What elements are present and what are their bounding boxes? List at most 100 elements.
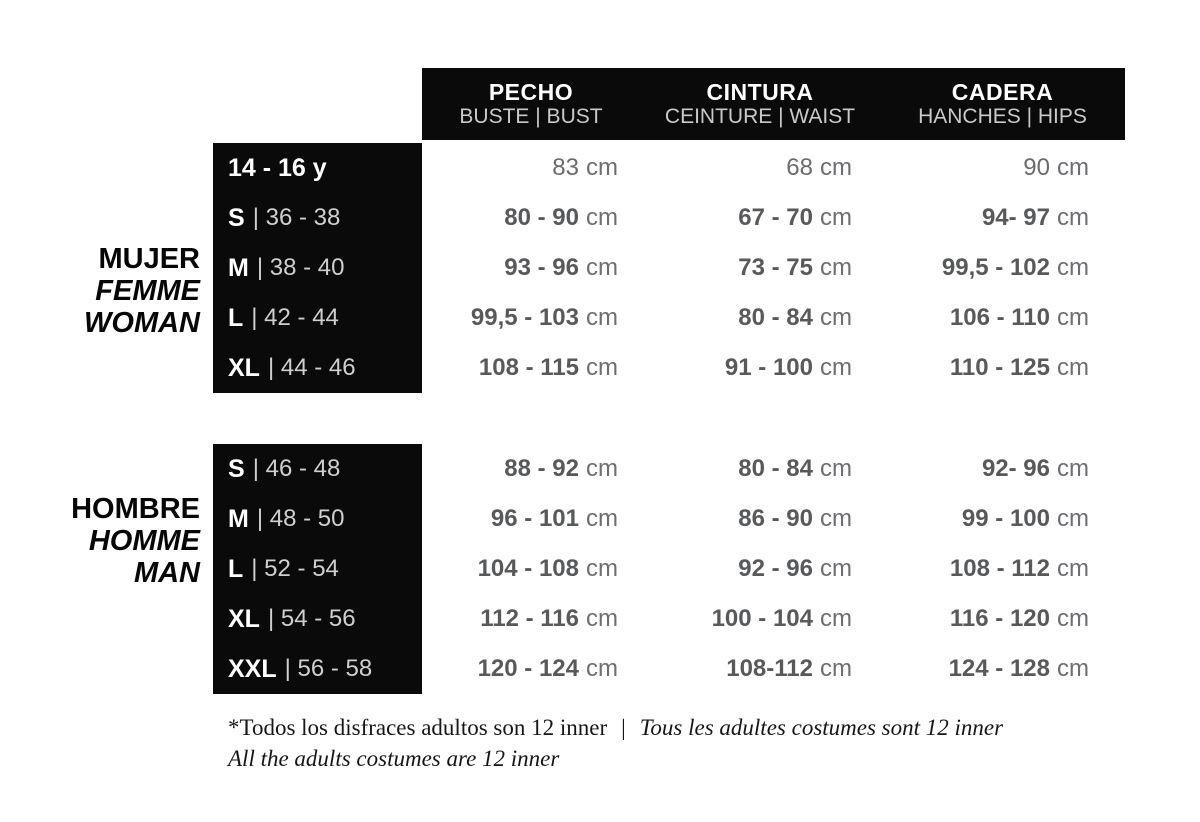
hips-number: 99 - 100 <box>961 505 1050 532</box>
footnote-fr: Tous les adultes costumes sont 12 inner <box>639 715 1004 740</box>
unit-label: cm <box>586 204 618 231</box>
waist-value: 73 - 75 cm <box>640 243 880 293</box>
waist-number: 100 - 104 <box>711 605 813 632</box>
size-cell: S | 46 - 48 <box>213 444 422 494</box>
waist-value: 67 - 70 cm <box>640 193 880 243</box>
size-label: XXL <box>228 654 277 683</box>
hips-value: 99,5 - 102 cm <box>880 243 1125 293</box>
waist-value: 86 - 90 cm <box>640 494 880 544</box>
measurement-header: PECHO BUSTE | BUST CINTURA CEINTURE | WA… <box>422 68 1125 140</box>
hips-value: 108 - 112 cm <box>880 544 1125 594</box>
header-col-hips: CADERA HANCHES | HIPS <box>880 68 1125 140</box>
hips-title: CADERA <box>951 79 1054 105</box>
hips-number: 92- 96 <box>981 455 1050 482</box>
chest-subtitle: BUSTE | BUST <box>459 105 603 128</box>
unit-label: cm <box>1057 254 1089 281</box>
bust-number: 96 - 101 <box>490 505 579 532</box>
table-row: XXL | 56 - 58 120 - 124 cm 108-112 cm 12… <box>213 644 1200 694</box>
unit-label: cm <box>1057 154 1089 181</box>
size-range: | 54 - 56 <box>267 605 356 632</box>
waist-value: 91 - 100 cm <box>640 343 880 393</box>
bust-number: 93 - 96 <box>504 254 579 281</box>
unit-label: cm <box>1057 455 1089 482</box>
hips-number: 99,5 - 102 <box>941 254 1050 281</box>
section-label-women: MUJER FEMME WOMAN <box>0 243 200 339</box>
hips-value: 110 - 125 cm <box>880 343 1125 393</box>
size-cell: XL | 54 - 56 <box>213 594 422 644</box>
label-femme: FEMME <box>95 275 200 307</box>
section-label-men: HOMBRE HOMME MAN <box>0 493 200 589</box>
bust-number: 120 - 124 <box>477 655 579 682</box>
unit-label: cm <box>586 154 618 181</box>
unit-label: cm <box>586 605 618 632</box>
unit-label: cm <box>820 304 852 331</box>
bust-value: 120 - 124 cm <box>422 644 640 694</box>
label-mujer: MUJER <box>98 243 200 275</box>
size-range: | 42 - 44 <box>251 304 339 331</box>
waist-number: 67 - 70 <box>738 204 813 231</box>
waist-value: 108-112 cm <box>640 644 880 694</box>
size-cell: 14 - 16 y <box>213 143 422 193</box>
unit-label: cm <box>820 655 852 682</box>
size-cell: XL | 44 - 46 <box>213 343 422 393</box>
chest-title: PECHO <box>488 79 574 105</box>
size-label: M <box>228 504 249 533</box>
size-label: 14 - 16 y <box>228 153 327 182</box>
hips-value: 94- 97 cm <box>880 193 1125 243</box>
unit-label: cm <box>820 354 852 381</box>
bust-value: 93 - 96 cm <box>422 243 640 293</box>
label-woman: WOMAN <box>84 307 200 339</box>
table-row: XL | 44 - 46 108 - 115 cm 91 - 100 cm 11… <box>213 343 1200 393</box>
unit-label: cm <box>820 455 852 482</box>
bust-number: 108 - 115 <box>478 354 579 381</box>
bust-number: 99,5 - 103 <box>470 304 579 331</box>
bust-value: 88 - 92 cm <box>422 444 640 494</box>
waist-number: 68 <box>786 154 813 181</box>
bust-number: 88 - 92 <box>504 455 579 482</box>
size-label: L <box>228 303 244 332</box>
hips-number: 106 - 110 <box>949 304 1050 331</box>
size-range: | 52 - 54 <box>251 555 339 582</box>
unit-label: cm <box>1057 204 1089 231</box>
unit-label: cm <box>1057 605 1089 632</box>
waist-number: 86 - 90 <box>738 505 813 532</box>
waist-value: 80 - 84 cm <box>640 293 880 343</box>
hips-value: 116 - 120 cm <box>880 594 1125 644</box>
bust-number: 112 - 116 <box>480 605 579 632</box>
footnote-line1: *Todos los disfraces adultos son 12 inne… <box>228 712 1003 743</box>
waist-value: 100 - 104 cm <box>640 594 880 644</box>
size-cell: L | 42 - 44 <box>213 293 422 343</box>
footnote-es: *Todos los disfraces adultos son 12 inne… <box>228 715 608 740</box>
bust-value: 104 - 108 cm <box>422 544 640 594</box>
unit-label: cm <box>586 304 618 331</box>
bust-value: 83 cm <box>422 143 640 193</box>
unit-label: cm <box>586 555 618 582</box>
header-col-chest: PECHO BUSTE | BUST <box>422 68 640 140</box>
unit-label: cm <box>586 505 618 532</box>
unit-label: cm <box>1057 655 1089 682</box>
size-range: | 36 - 38 <box>252 204 341 231</box>
table-row: M | 48 - 50 96 - 101 cm 86 - 90 cm 99 - … <box>213 494 1200 544</box>
hips-number: 90 <box>1023 154 1050 181</box>
unit-label: cm <box>1057 555 1089 582</box>
waist-title: CINTURA <box>706 79 814 105</box>
bust-number: 80 - 90 <box>504 204 579 231</box>
unit-label: cm <box>586 354 618 381</box>
size-range: | 48 - 50 <box>256 505 345 532</box>
size-label: S <box>228 203 245 232</box>
size-label: XL <box>228 604 260 633</box>
unit-label: cm <box>1057 354 1089 381</box>
waist-subtitle: CEINTURE | WAIST <box>664 105 856 128</box>
header-col-waist: CINTURA CEINTURE | WAIST <box>640 68 880 140</box>
hips-number: 94- 97 <box>981 204 1050 231</box>
table-row: S | 36 - 38 80 - 90 cm 67 - 70 cm 94- 97… <box>213 193 1200 243</box>
label-hombre: HOMBRE <box>71 493 200 525</box>
size-label: M <box>228 253 249 282</box>
size-range: | 44 - 46 <box>267 354 356 381</box>
waist-value: 68 cm <box>640 143 880 193</box>
size-cell: M | 38 - 40 <box>213 243 422 293</box>
size-label: XL <box>228 353 260 382</box>
size-cell: S | 36 - 38 <box>213 193 422 243</box>
footnote-line2: All the adults costumes are 12 inner <box>228 746 560 771</box>
waist-number: 80 - 84 <box>738 455 813 482</box>
